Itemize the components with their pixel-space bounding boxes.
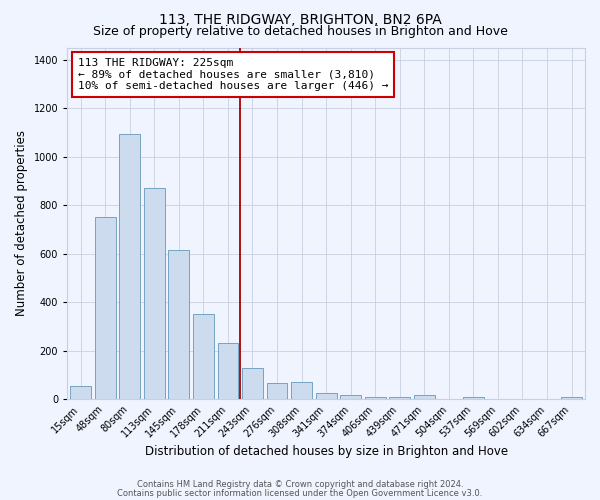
Text: Contains HM Land Registry data © Crown copyright and database right 2024.: Contains HM Land Registry data © Crown c… (137, 480, 463, 489)
Text: 113, THE RIDGWAY, BRIGHTON, BN2 6PA: 113, THE RIDGWAY, BRIGHTON, BN2 6PA (158, 12, 442, 26)
Bar (218, 344, 238, 399)
Bar (365, 396, 386, 399)
Bar (291, 382, 312, 399)
Bar (144, 188, 165, 399)
Bar (242, 368, 263, 399)
Bar (463, 397, 484, 399)
Bar (119, 134, 140, 399)
Text: 113 THE RIDGWAY: 225sqm
← 89% of detached houses are smaller (3,810)
10% of semi: 113 THE RIDGWAY: 225sqm ← 89% of detache… (77, 58, 388, 92)
Bar (340, 395, 361, 399)
Bar (414, 395, 434, 399)
Text: Size of property relative to detached houses in Brighton and Hove: Size of property relative to detached ho… (92, 25, 508, 38)
Text: Contains public sector information licensed under the Open Government Licence v3: Contains public sector information licen… (118, 488, 482, 498)
X-axis label: Distribution of detached houses by size in Brighton and Hove: Distribution of detached houses by size … (145, 444, 508, 458)
Bar (266, 384, 287, 399)
Bar (169, 250, 189, 399)
Bar (316, 393, 337, 399)
Bar (389, 397, 410, 399)
Bar (193, 314, 214, 399)
Y-axis label: Number of detached properties: Number of detached properties (15, 130, 28, 316)
Bar (95, 218, 116, 399)
Bar (561, 396, 582, 399)
Bar (70, 386, 91, 399)
